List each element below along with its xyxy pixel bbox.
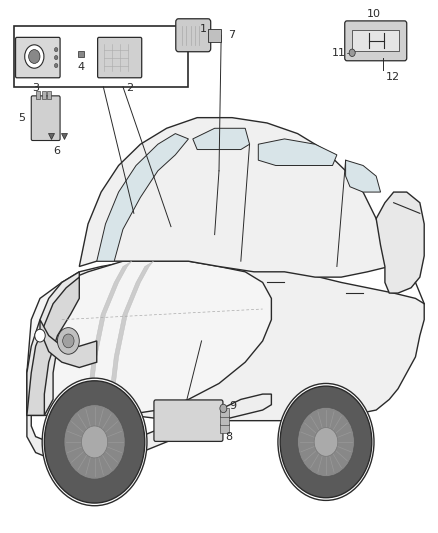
- Polygon shape: [346, 160, 381, 192]
- Polygon shape: [27, 256, 424, 421]
- Circle shape: [64, 405, 125, 479]
- FancyBboxPatch shape: [176, 19, 211, 52]
- Text: 7: 7: [228, 30, 235, 41]
- Polygon shape: [110, 261, 153, 415]
- Bar: [220, 416, 229, 425]
- Text: 8: 8: [226, 432, 233, 442]
- Text: 11: 11: [332, 48, 346, 58]
- Text: 4: 4: [78, 62, 85, 72]
- Bar: [47, 91, 51, 99]
- FancyBboxPatch shape: [15, 37, 60, 78]
- Text: 6: 6: [53, 146, 60, 156]
- Text: 3: 3: [32, 83, 39, 93]
- Circle shape: [35, 329, 45, 342]
- Circle shape: [42, 378, 147, 506]
- Bar: [36, 91, 40, 99]
- Circle shape: [63, 334, 74, 348]
- Circle shape: [54, 55, 58, 60]
- FancyBboxPatch shape: [98, 37, 142, 78]
- Circle shape: [81, 426, 108, 458]
- Circle shape: [280, 386, 372, 498]
- Polygon shape: [193, 128, 250, 150]
- Circle shape: [278, 383, 374, 500]
- FancyBboxPatch shape: [31, 96, 60, 141]
- Bar: [220, 424, 229, 433]
- Bar: [352, 30, 399, 51]
- Polygon shape: [79, 118, 389, 277]
- Circle shape: [57, 328, 79, 354]
- Text: 2: 2: [126, 83, 133, 93]
- Polygon shape: [258, 139, 337, 165]
- Polygon shape: [40, 320, 97, 368]
- Polygon shape: [88, 261, 132, 415]
- Circle shape: [44, 381, 145, 503]
- Bar: [208, 29, 221, 42]
- Polygon shape: [376, 192, 424, 293]
- Circle shape: [220, 404, 227, 413]
- Polygon shape: [27, 261, 272, 415]
- Polygon shape: [27, 272, 79, 415]
- Text: 10: 10: [367, 9, 381, 19]
- Text: 1: 1: [199, 25, 206, 35]
- Polygon shape: [27, 277, 79, 415]
- Text: 9: 9: [229, 401, 236, 411]
- Polygon shape: [97, 134, 188, 261]
- FancyBboxPatch shape: [154, 400, 223, 441]
- Polygon shape: [27, 394, 272, 463]
- Circle shape: [54, 47, 58, 52]
- Text: 12: 12: [386, 72, 400, 83]
- Bar: [220, 408, 229, 417]
- Circle shape: [25, 45, 44, 68]
- Bar: [42, 91, 46, 99]
- Circle shape: [54, 63, 58, 68]
- Circle shape: [28, 50, 40, 63]
- Bar: [14, 26, 188, 87]
- Text: 5: 5: [18, 112, 25, 123]
- FancyBboxPatch shape: [345, 21, 407, 61]
- Circle shape: [349, 49, 355, 56]
- Circle shape: [314, 427, 338, 456]
- Circle shape: [297, 407, 354, 477]
